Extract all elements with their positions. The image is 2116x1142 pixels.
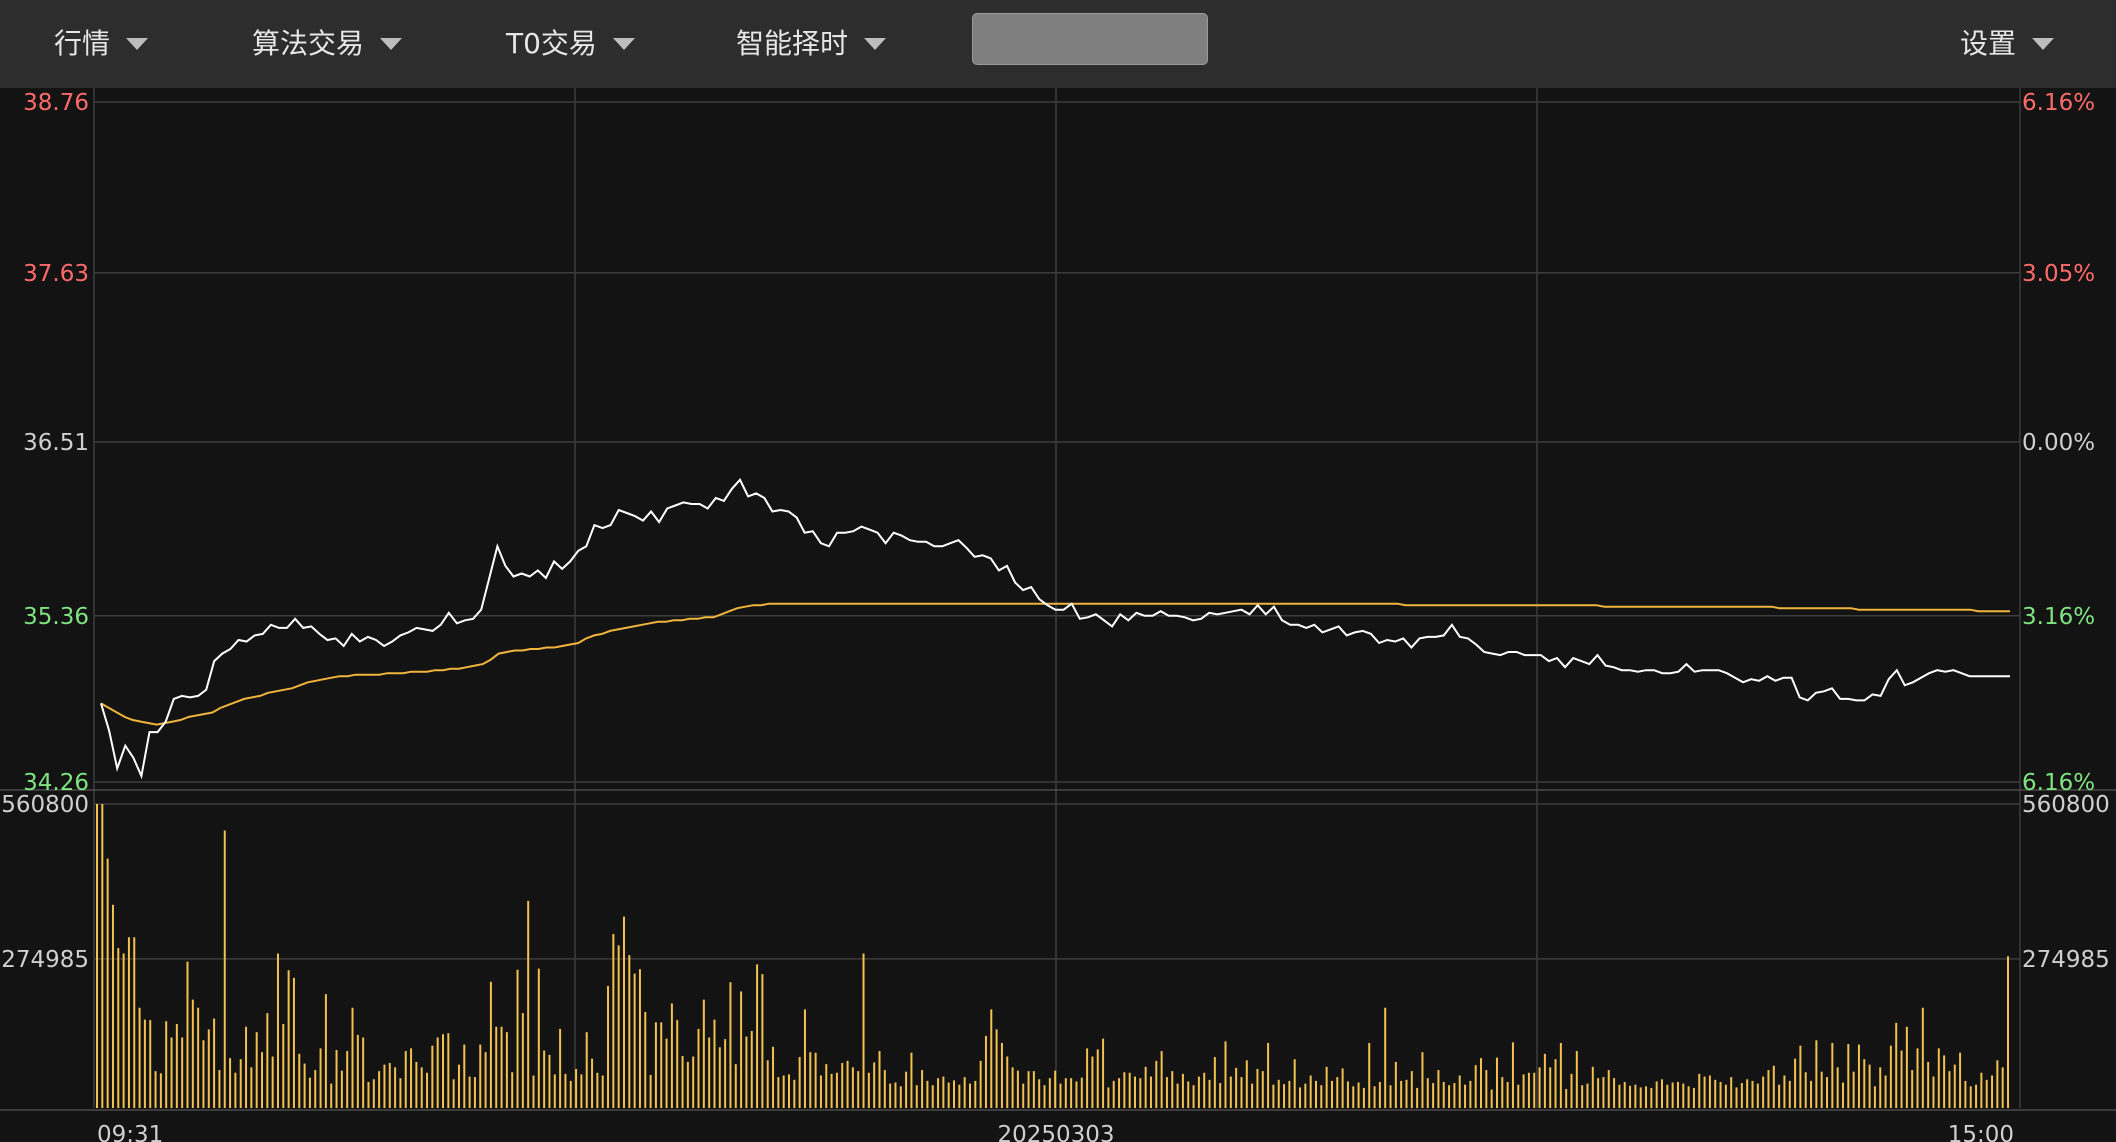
menu-market[interactable]: 行情 <box>54 0 149 84</box>
price-tick-label: 35.36 <box>23 604 89 630</box>
pct-tick-label: 0.00% <box>2022 430 2095 456</box>
price-tick-label: 34.26 <box>23 770 89 796</box>
pct-tick-label: 6.16% <box>2022 770 2095 796</box>
menu-t0-trading[interactable]: T0交易 <box>506 0 635 84</box>
price-tick-label: 37.63 <box>23 261 89 287</box>
pct-tick-label: 6.16% <box>2022 90 2095 116</box>
chevron-down-icon <box>864 38 887 50</box>
menu-algo-label: 算法交易 <box>252 27 365 60</box>
average-price-line <box>100 602 2010 726</box>
volume-tick-label: 560800 <box>1 792 89 818</box>
price-tick-label: 36.51 <box>23 430 89 456</box>
chevron-down-icon <box>126 38 149 50</box>
x-start-label: 09:31 <box>97 1122 163 1142</box>
price-tick-label: 38.76 <box>23 90 89 116</box>
volume-tick-label: 560800 <box>2022 792 2110 818</box>
menu-t0-label: T0交易 <box>506 27 597 60</box>
price-line <box>100 478 2010 780</box>
chevron-down-icon <box>612 38 635 50</box>
chevron-down-icon <box>2032 38 2055 50</box>
intraday-chart: 38.76 6.16% 37.63 3.05% 36.51 0.00% 35.36 3.16%… <box>0 88 2116 1142</box>
menu-algo-trading[interactable]: 算法交易 <box>252 0 403 84</box>
pct-tick-label: 3.16% <box>2022 604 2095 630</box>
top-toolbar: 行情 算法交易 T0交易 智能择时 设置 <box>0 0 2116 88</box>
menu-smart-timing[interactable]: 智能择时 <box>736 0 887 84</box>
volume-tick-label: 274985 <box>1 947 89 973</box>
menu-timing-label: 智能择时 <box>736 27 849 60</box>
volume-tick-label: 274985 <box>2022 947 2110 973</box>
chevron-down-icon <box>380 38 403 50</box>
search-input[interactable] <box>972 13 1208 65</box>
menu-settings-label: 设置 <box>1960 27 2017 60</box>
date-label: 20250303 <box>997 1122 1114 1142</box>
menu-settings[interactable]: 设置 <box>1960 0 2055 84</box>
x-end-label: 15:00 <box>1948 1122 2014 1142</box>
pct-tick-label: 3.05% <box>2022 261 2095 287</box>
menu-market-label: 行情 <box>54 27 111 60</box>
